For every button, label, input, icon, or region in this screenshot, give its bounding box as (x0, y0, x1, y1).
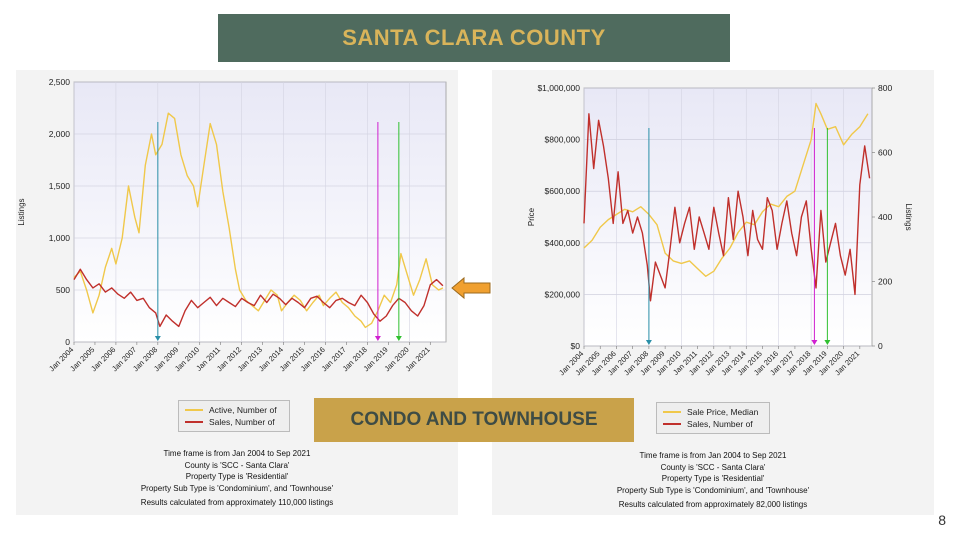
left-note-line: Time frame is from Jan 2004 to Sep 2021 (163, 449, 311, 458)
y2-tick-label: 800 (878, 83, 892, 93)
y2-tick-label: 200 (878, 277, 892, 287)
legend-label-sales: Sales, Number of (209, 417, 275, 427)
legend-label-sales-right: Sales, Number of (687, 419, 753, 429)
right-note-line: Results calculated from approximately 82… (618, 500, 808, 509)
y2-tick-label: 0 (878, 341, 883, 351)
y-tick-label: 1,500 (49, 181, 71, 191)
right-legend: Sale Price, Median Sales, Number of (656, 402, 770, 434)
series-line (73, 112, 444, 329)
marker-arrowhead (154, 336, 161, 341)
series-line (73, 268, 444, 328)
right-chart: $0 $200,000 $400,000 $600,000 $800,000 $1,000… (527, 83, 913, 377)
y-tick-label: 2,500 (49, 77, 71, 87)
right-notes: Time frame is from Jan 2004 to Sep 2021 … (492, 450, 934, 511)
y-tick-label: 500 (56, 285, 70, 295)
title-banner: SANTA CLARA COUNTY (218, 14, 730, 62)
y-tick-label: 0 (65, 337, 70, 347)
y-tick-label: 1,000 (49, 233, 71, 243)
legend-entry-sales: Sales, Number of (185, 416, 283, 428)
marker-arrowhead (395, 336, 402, 341)
right-note-line: Time frame is from Jan 2004 to Sep 2021 (639, 451, 787, 460)
legend-entry-price: Sale Price, Median (663, 406, 763, 418)
right-note-line: Property Sub Type is 'Condominium', and … (616, 485, 810, 495)
legend-entry-active: Active, Number of (185, 404, 283, 416)
series-line (583, 113, 871, 302)
left-note-line: Property Sub Type is 'Condominium', and … (140, 483, 334, 493)
subtitle-banner: CONDO AND TOWNHOUSE (314, 398, 634, 442)
legend-swatch-sales-right (663, 423, 681, 425)
right-note-line: County is 'SCC - Santa Clara' (660, 462, 766, 472)
left-notes: Time frame is from Jan 2004 to Sep 2021 … (16, 448, 458, 509)
series-line (583, 102, 869, 278)
legend-swatch-sales (185, 421, 203, 423)
legend-entry-sales-right: Sales, Number of (663, 418, 763, 430)
marker-arrowhead (811, 340, 818, 345)
legend-label-price: Sale Price, Median (687, 407, 759, 417)
legend-swatch-price (663, 411, 681, 413)
y-tick-label: $600,000 (545, 186, 581, 196)
y-tick-label: $200,000 (545, 289, 581, 299)
right-note-line: Property Type is 'Residential' (661, 474, 765, 483)
slide-subtitle: CONDO AND TOWNHOUSE (350, 409, 598, 430)
left-note-line: Property Type is 'Residential' (185, 472, 289, 481)
y-axis-label: Price (527, 207, 536, 226)
legend-label-active: Active, Number of (209, 405, 277, 415)
slide-title: SANTA CLARA COUNTY (342, 25, 606, 50)
y2-tick-label: 600 (878, 148, 892, 158)
plot-area (583, 87, 873, 347)
page-number: 8 (938, 512, 946, 528)
left-note-line: County is 'SCC - Santa Clara' (184, 460, 290, 470)
y2-axis-label: Listings (904, 203, 913, 230)
y2-tick-label: 400 (878, 212, 892, 222)
marker-arrowhead (824, 340, 831, 345)
left-legend: Active, Number of Sales, Number of (178, 400, 290, 432)
y-tick-label: 2,000 (49, 129, 71, 139)
y-tick-label: $1,000,000 (537, 83, 580, 93)
y-tick-label: $400,000 (545, 238, 581, 248)
orange-arrow (451, 276, 491, 300)
y-tick-label: $800,000 (545, 135, 581, 145)
left-note-line: Results calculated from approximately 11… (140, 498, 334, 507)
y-axis-label: Listings (17, 198, 26, 225)
marker-arrowhead (374, 336, 381, 341)
y-tick-label: $0 (571, 341, 581, 351)
legend-swatch-active (185, 409, 203, 411)
marker-arrowhead (645, 340, 652, 345)
